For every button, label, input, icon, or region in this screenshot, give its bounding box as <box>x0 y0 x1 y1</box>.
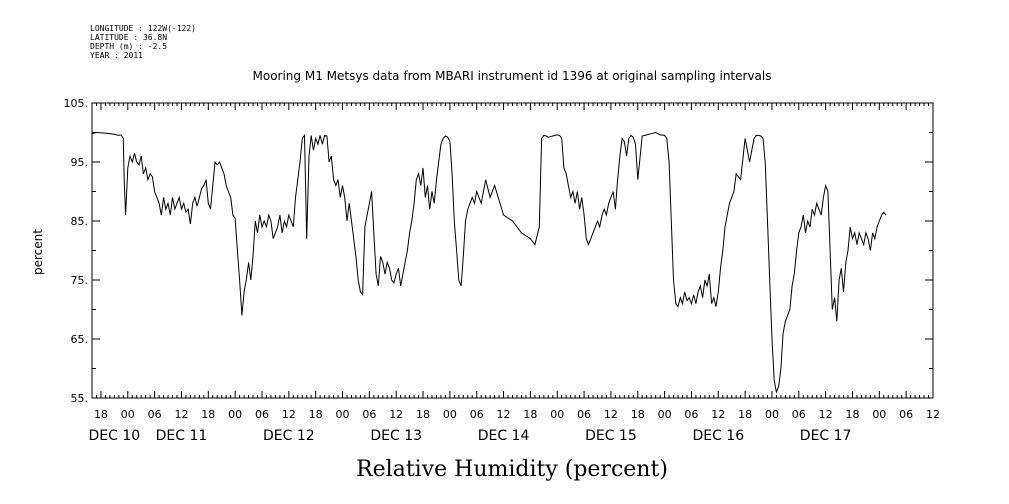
x-tick-label: 00 <box>228 408 242 421</box>
x-date-label: DEC 15 <box>585 428 637 444</box>
y-tick-label: 95. <box>71 156 89 169</box>
x-tick-label: 06 <box>255 408 269 421</box>
x-tick-label: 00 <box>550 408 564 421</box>
y-tick-label: 75. <box>71 274 89 287</box>
x-date-label: DEC 12 <box>263 428 315 444</box>
metadata-year: YEAR : 2011 <box>90 51 143 60</box>
plot-frame <box>91 102 934 399</box>
y-axis-label: percent <box>31 229 45 275</box>
x-tick-label: 12 <box>819 408 833 421</box>
x-tick-label: 00 <box>121 408 135 421</box>
x-tick-label: 18 <box>738 408 752 421</box>
x-tick-label: 18 <box>94 408 108 421</box>
x-tick-label: 00 <box>872 408 886 421</box>
x-date-label: DEC 11 <box>156 428 208 444</box>
series-group <box>91 131 887 394</box>
x-date-label: DEC 14 <box>478 428 530 444</box>
x-tick-label: 18 <box>631 408 645 421</box>
x-tick-label: 12 <box>174 408 188 421</box>
x-tick-label: 18 <box>416 408 430 421</box>
x-tick-label: 06 <box>470 408 484 421</box>
x-tick-label: 18 <box>309 408 323 421</box>
y-tick-label: 55. <box>71 392 89 405</box>
metadata-block: LONGITUDE : 122W(-122) LATITUDE : 36.8N … <box>90 24 196 60</box>
x-tick-label: 12 <box>711 408 725 421</box>
x-tick-label: 06 <box>684 408 698 421</box>
x-tick-label: 00 <box>336 408 350 421</box>
x-tick-label: 18 <box>201 408 215 421</box>
x-tick-label: 18 <box>523 408 537 421</box>
y-tick-label: 65. <box>71 333 89 346</box>
x-date-label: DEC 10 <box>89 428 141 444</box>
x-tick-label: 06 <box>792 408 806 421</box>
x-tick-label: 06 <box>148 408 162 421</box>
x-tick-label: 06 <box>577 408 591 421</box>
x-tick-label: 00 <box>443 408 457 421</box>
x-tick-label: 12 <box>282 408 296 421</box>
metadata-depth: DEPTH (m) : -2.5 <box>90 42 167 51</box>
x-tick-label: 12 <box>926 408 940 421</box>
y-tick-label: 85. <box>71 215 89 228</box>
x-date-label: DEC 16 <box>692 428 744 444</box>
x-date-label: DEC 13 <box>370 428 422 444</box>
x-tick-label: 06 <box>362 408 376 421</box>
y-tick-label: 105. <box>64 97 89 110</box>
y-axis: 55. 65. 75. 85. 95. 105. <box>64 97 933 405</box>
x-tick-label: 18 <box>845 408 859 421</box>
x-tick-label: 12 <box>497 408 511 421</box>
humidity-series-line <box>91 131 887 394</box>
x-date-label: DEC 17 <box>800 428 852 444</box>
x-tick-label: 12 <box>389 408 403 421</box>
x-tick-label: 00 <box>765 408 779 421</box>
x-axis-title: Relative Humidity (percent) <box>356 457 668 482</box>
x-tick-label: 00 <box>658 408 672 421</box>
metadata-latitude: LATITUDE : 36.8N <box>90 33 167 42</box>
x-tick-label: 12 <box>604 408 618 421</box>
x-tick-label: 06 <box>899 408 913 421</box>
metadata-longitude: LONGITUDE : 122W(-122) <box>90 24 196 33</box>
chart-title: Mooring M1 Metsys data from MBARI instru… <box>253 69 772 83</box>
x-axis: 18 00 06 12 18 00 06 12 18 00 06 12 18 00 06 12 18 00 06 12… <box>89 103 940 444</box>
